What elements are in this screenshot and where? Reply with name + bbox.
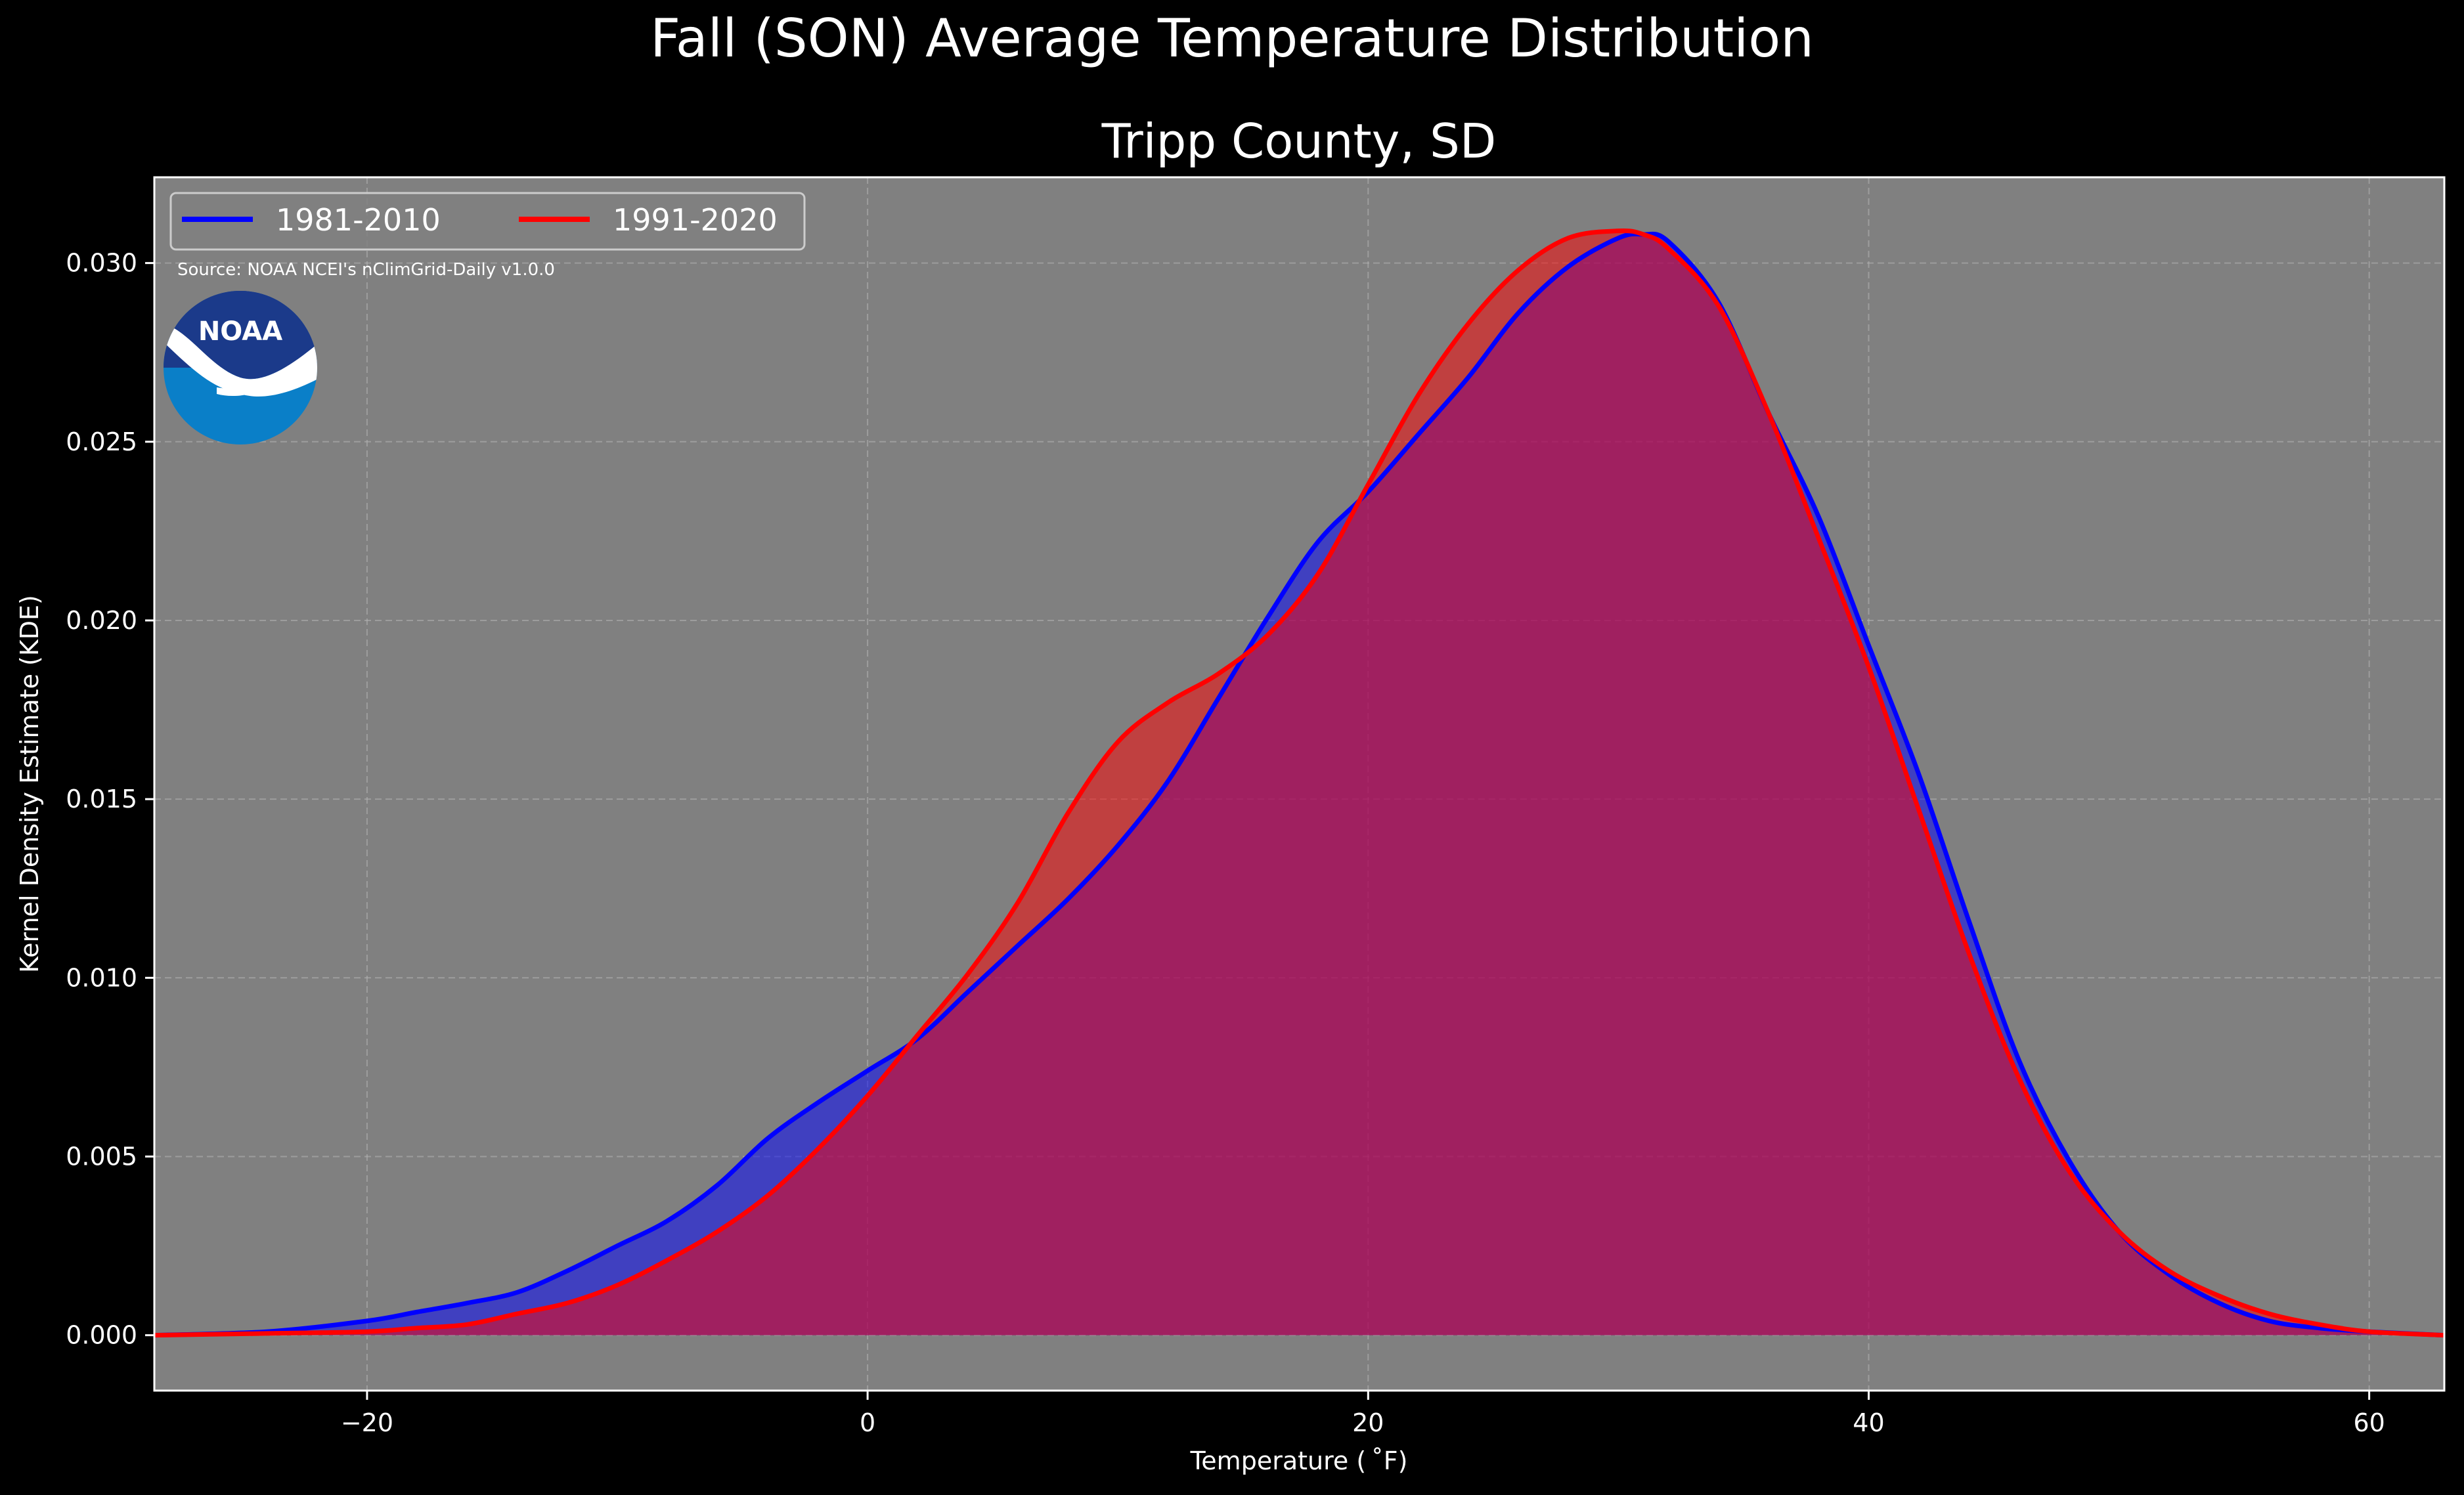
legend-label-1991-2020: 1991-2020 [613, 202, 778, 238]
noaa-logo: NOAA [164, 291, 317, 444]
x-tick-label: −20 [341, 1408, 393, 1437]
y-tick-label: 0.005 [66, 1142, 137, 1171]
noaa-logo-text: NOAA [198, 316, 282, 347]
legend: 1981-2010 1991-2020 [169, 192, 806, 251]
y-tick-label: 0.030 [66, 249, 137, 278]
y-tick-label: 0.020 [66, 606, 137, 635]
y-tick-label: 0.025 [66, 427, 137, 456]
y-tick-label: 0.010 [66, 963, 137, 992]
plot-frame [153, 176, 2446, 1392]
y-axis-label: Kernel Density Estimate (KDE) [15, 595, 44, 973]
x-tick-label: 20 [1352, 1408, 1384, 1437]
legend-box [169, 192, 806, 251]
y-tick-label: 0.000 [66, 1321, 137, 1350]
axis-ticks: −20 0 20 40 60 0.000 0.005 0.010 0.015 0.020 0.025… [66, 249, 2385, 1437]
source-note: Source: NOAA NCEI's nClimGrid-Daily v1.0… [177, 260, 555, 280]
x-tick-label: 40 [1853, 1408, 1884, 1437]
series-layer [154, 228, 2445, 1338]
legend-label-1981-2010: 1981-2010 [276, 202, 441, 238]
y-tick-label: 0.015 [66, 785, 137, 813]
series-line-1981-2010 [154, 231, 2445, 1338]
series-fill-1991-2020 [154, 230, 2444, 1335]
chart-suptitle: Fall (SON) Average Temperature Distribut… [650, 8, 1814, 69]
series-line-1991-2020 [154, 228, 2445, 1338]
x-tick-label: 0 [860, 1408, 875, 1437]
x-tick-label: 60 [2353, 1408, 2385, 1437]
x-axis-label: Temperature ( ˚F) [1190, 1446, 1408, 1475]
chart-title: Tripp County, SD [1101, 114, 1497, 169]
